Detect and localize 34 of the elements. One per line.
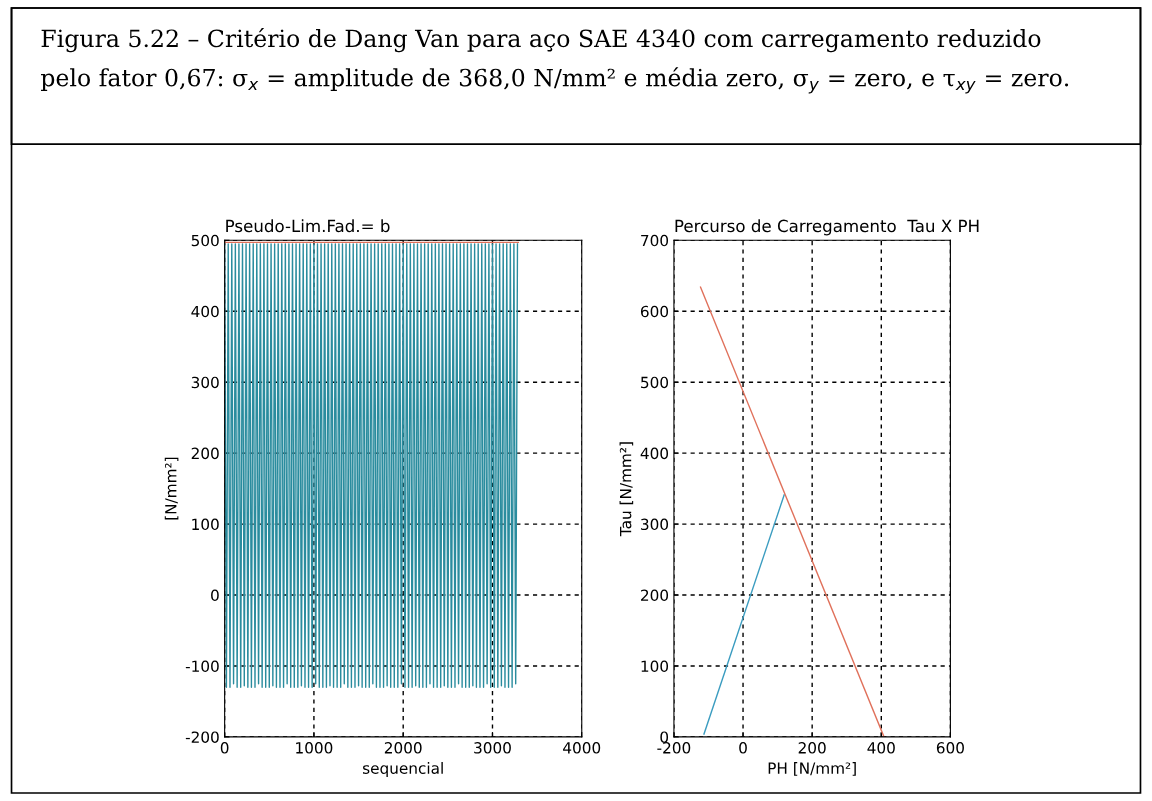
y-tick-label: 400 [191, 305, 219, 318]
x-tick-label: 0 [220, 742, 229, 754]
y-tick-label: -200 [185, 731, 219, 743]
y-tick-label: 0 [660, 731, 669, 743]
x-tick-label: 0 [739, 742, 747, 754]
y-tick-label: 200 [191, 447, 219, 460]
text: Figura 5.22 – Critério de Dang Van para aço SAE 4340 com carregamento reduzido pelo fator 0,67: σ$_{x}$ = amplitude de 368,0 N/mm² e média zero, σ$_{y}$ = zero, e τ$_{xy}$ = zero. [41, 28, 1069, 94]
y-tick-label: 500 [191, 234, 219, 247]
y-tick-label: 300 [191, 376, 219, 389]
x-axis-title: sequencial [362, 762, 443, 777]
x-tick-label: 600 [936, 742, 964, 754]
y-tick-label: -100 [185, 660, 219, 672]
x-axis-title: PH [N/mm²] [768, 762, 856, 776]
chart-title: Pseudo-Lim.Fad.= b [226, 219, 390, 233]
y-tick-label: 400 [640, 447, 669, 460]
y-tick-label: 0 [211, 589, 219, 602]
y-tick-label: 300 [641, 518, 669, 531]
x-tick-label: 400 [867, 742, 895, 754]
y-tick-label: 100 [641, 660, 669, 672]
y-tick-label: 700 [641, 234, 669, 247]
y-axis-title: Tau [N/mm²] [619, 442, 634, 537]
y-tick-label: 600 [640, 305, 669, 318]
x-tick-label: -200 [657, 742, 691, 754]
y-tick-label: 200 [641, 589, 669, 602]
y-tick-label: 100 [192, 518, 219, 531]
x-tick-label: 200 [798, 742, 826, 754]
x-tick-label: 1000 [296, 742, 333, 754]
x-tick-label: 3000 [474, 742, 511, 754]
y-tick-label: 500 [641, 376, 669, 389]
x-tick-label: 2000 [384, 742, 422, 754]
y-axis-title: [N/mm²] [164, 457, 179, 520]
x-tick-label: 4000 [563, 742, 601, 754]
line-series [224, 243, 519, 688]
chart-title: Percurso de Carregamento Tau X PH [675, 219, 979, 236]
